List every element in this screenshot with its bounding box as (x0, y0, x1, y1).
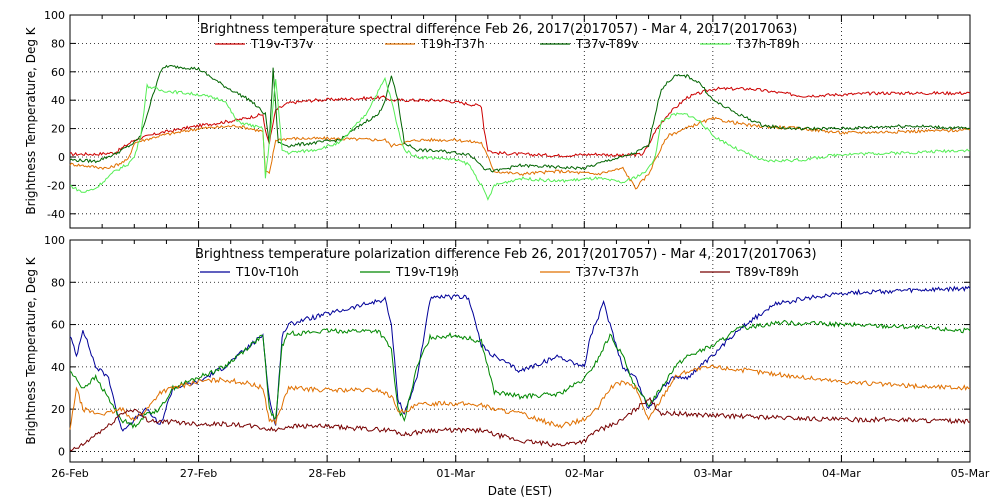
chart-title-bottom: Brightness temperature polarization diff… (195, 247, 817, 262)
legend-label: T37v-T89v (575, 37, 638, 51)
series-line-t10v-t10h (69, 285, 971, 432)
y-tick-label: 60 (51, 319, 65, 332)
y-axis-label-top: Brightness Temperature, Deg K (24, 26, 38, 214)
y-tick-label: -40 (47, 208, 65, 221)
series-line-t19v-t37v (69, 86, 971, 158)
series-line-t19v-t19h (69, 319, 971, 430)
y-ticks-bottom: 0 20 40 60 80 100 (44, 234, 970, 458)
x-tick-label: 28-Feb (308, 467, 345, 480)
legend-label: T37h-T89h (735, 37, 800, 51)
y-tick-label: 0 (58, 445, 65, 458)
y-axis-label-bottom: Brightness Temperature, Deg K (24, 256, 38, 444)
y-tick-label: 60 (51, 66, 65, 79)
legend-label: T19v-T37v (250, 37, 313, 51)
legend-label: T19v-T19h (395, 265, 459, 279)
y-tick-label: 100 (44, 9, 65, 22)
x-tick-label: 02-Mar (565, 467, 604, 480)
x-tick-label: 26-Feb (51, 467, 88, 480)
polarization-difference-panel: 0 20 40 60 80 100 26-Feb 27-Feb 28-Feb 01-Mar 02-… (24, 234, 990, 498)
series-line-t37v-t89v (69, 64, 971, 173)
x-tick-label: 05-Mar (951, 467, 990, 480)
x-ticks-bottom: 26-Feb 27-Feb 28-Feb 01-Mar 02-Mar 03-Mar 04-M… (51, 240, 990, 480)
y-tick-label: 0 (58, 151, 65, 164)
series-line-t37h-t89h (69, 76, 971, 201)
legend-label: T37v-T37h (575, 265, 639, 279)
y-tick-label: 40 (51, 361, 65, 374)
x-ticks-top (69, 15, 971, 228)
y-tick-label: 20 (51, 403, 65, 416)
x-tick-label: 03-Mar (693, 467, 732, 480)
y-tick-label: 80 (51, 37, 65, 50)
series-line-t89v-t89h (69, 396, 971, 452)
x-tick-label: 27-Feb (180, 467, 217, 480)
series-line-t37v-t37h (69, 364, 971, 430)
y-ticks-top: -40 -20 0 20 40 60 80 100 (44, 9, 970, 221)
y-tick-label: 40 (51, 94, 65, 107)
spectral-difference-panel: -40 -20 0 20 40 60 80 100 Brightness temperatur… (24, 9, 971, 229)
legend-label: T19h-T37h (420, 37, 485, 51)
chart-title-top: Brightness temperature spectral differen… (200, 22, 797, 37)
y-tick-label: -20 (47, 179, 65, 192)
x-axis-label: Date (EST) (488, 484, 552, 498)
series-lines-top (69, 64, 971, 201)
y-tick-label: 100 (44, 234, 65, 247)
y-tick-label: 20 (51, 123, 65, 136)
series-line-t19h-t37h (69, 116, 971, 190)
y-tick-label: 80 (51, 276, 65, 289)
legend-label: T10v-T10h (235, 265, 299, 279)
series-lines-bottom (69, 285, 971, 452)
legend-top: T19v-T37v T19h-T37h T37v-T89v T37h-T89h (215, 37, 800, 51)
legend-bottom: T10v-T10h T19v-T19h T37v-T37h T89v-T89h (200, 265, 799, 279)
x-tick-label: 04-Mar (822, 467, 861, 480)
x-tick-label: 01-Mar (436, 467, 475, 480)
legend-label: T89v-T89h (735, 265, 799, 279)
